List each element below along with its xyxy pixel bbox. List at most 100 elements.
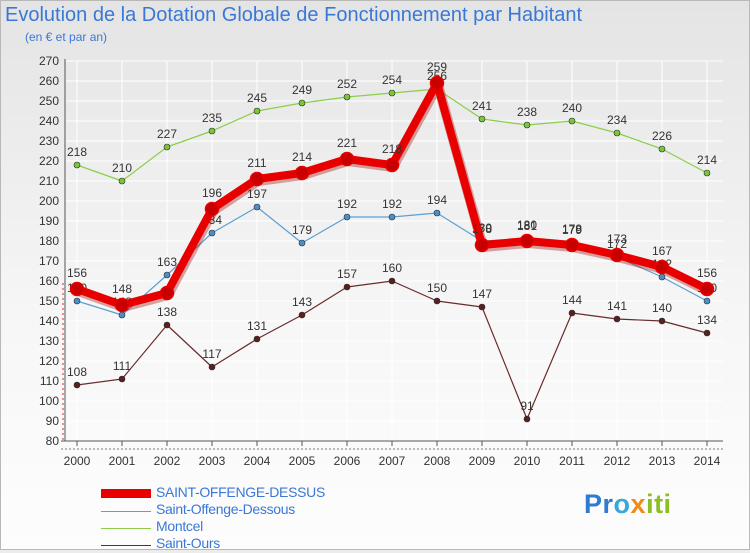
data-label: 179 [292,223,312,237]
y-tick-label: 240 [39,114,59,128]
data-label: 108 [67,365,87,379]
x-tick-label: 2010 [514,454,541,468]
data-label: 163 [157,255,177,269]
legend-swatch [101,528,151,529]
x-tick-label: 2011 [559,454,585,468]
data-point [208,229,216,237]
data-point [699,281,715,297]
x-tick-label: 2004 [244,454,271,468]
x-tick-label: 2009 [469,454,496,468]
data-label: 138 [157,305,177,319]
x-tick-label: 2001 [109,454,136,468]
x-tick-label: 2003 [199,454,226,468]
data-label: 218 [67,145,87,159]
data-point [163,271,171,279]
data-point [159,285,175,301]
data-label: 140 [652,301,672,315]
data-point [253,203,261,211]
legend-label: Saint-Ours [156,535,220,551]
data-point [519,233,535,249]
data-point [564,237,580,253]
data-point [118,311,126,319]
data-point [298,239,306,247]
y-tick-label: 80 [46,434,60,448]
data-point [388,89,396,97]
data-label: 160 [382,261,402,275]
data-label: 156 [67,266,87,280]
data-label: 150 [427,281,447,295]
line-chart: 8090100110120130140150160170180190200210… [39,54,723,468]
x-tick-label: 2008 [424,454,451,468]
data-label: 156 [697,266,717,280]
data-label: 192 [382,197,402,211]
data-label: 194 [427,193,447,207]
data-point [208,127,216,135]
data-label: 167 [652,244,672,258]
data-label: 226 [652,129,672,143]
data-point [613,129,621,137]
data-point [343,283,351,291]
data-point [658,317,666,325]
x-tick-label: 2005 [289,454,316,468]
x-tick-label: 2013 [649,454,676,468]
data-point [118,375,126,383]
data-label: 196 [202,186,222,200]
data-point [474,237,490,253]
x-tick-label: 2006 [334,454,361,468]
data-point [388,277,396,285]
data-point [388,213,396,221]
data-point [298,99,306,107]
data-point [613,315,621,323]
y-tick-label: 130 [39,334,59,348]
data-point [703,329,711,337]
data-label: 254 [382,73,402,87]
data-point [568,117,576,125]
data-point [69,281,85,297]
data-label: 234 [607,113,627,127]
data-label: 178 [472,222,492,236]
data-point [114,297,130,313]
y-tick-label: 160 [39,274,59,288]
data-point [478,115,486,123]
data-point [163,321,171,329]
y-tick-label: 200 [39,194,59,208]
data-point [609,247,625,263]
data-label: 178 [562,222,582,236]
data-point [118,177,126,185]
y-tick-label: 260 [39,74,59,88]
y-tick-label: 100 [39,394,59,408]
data-label: 210 [112,161,132,175]
legend-label: Montcel [156,518,203,534]
data-point [73,297,81,305]
y-tick-label: 190 [39,214,59,228]
data-point [654,259,670,275]
y-tick-label: 250 [39,94,59,108]
data-point [294,165,310,181]
data-label: 218 [382,142,402,156]
data-point [298,311,306,319]
chart-title: Evolution de la Dotation Globale de Fonc… [5,4,583,26]
data-label: 240 [562,101,582,115]
y-tick-label: 150 [39,294,59,308]
data-point [163,143,171,151]
data-point [73,381,81,389]
data-point [658,145,666,153]
data-label: 227 [157,127,177,141]
data-point [384,157,400,173]
x-tick-label: 2012 [604,454,631,468]
data-label: 179 [562,223,582,237]
y-tick-label: 110 [40,374,59,388]
y-tick-label: 270 [39,54,59,68]
data-label: 245 [247,91,267,105]
data-label: 180 [517,218,537,232]
logo-part-1: Pr [584,489,614,519]
data-point [204,201,220,217]
legend-label: Saint-Offenge-Dessous [156,501,295,517]
data-point [253,335,261,343]
data-point [253,107,261,115]
legend-swatch [101,511,151,512]
x-tick-label: 2007 [379,454,406,468]
data-label: 148 [112,282,132,296]
data-label: 117 [202,347,221,361]
data-point [433,209,441,217]
